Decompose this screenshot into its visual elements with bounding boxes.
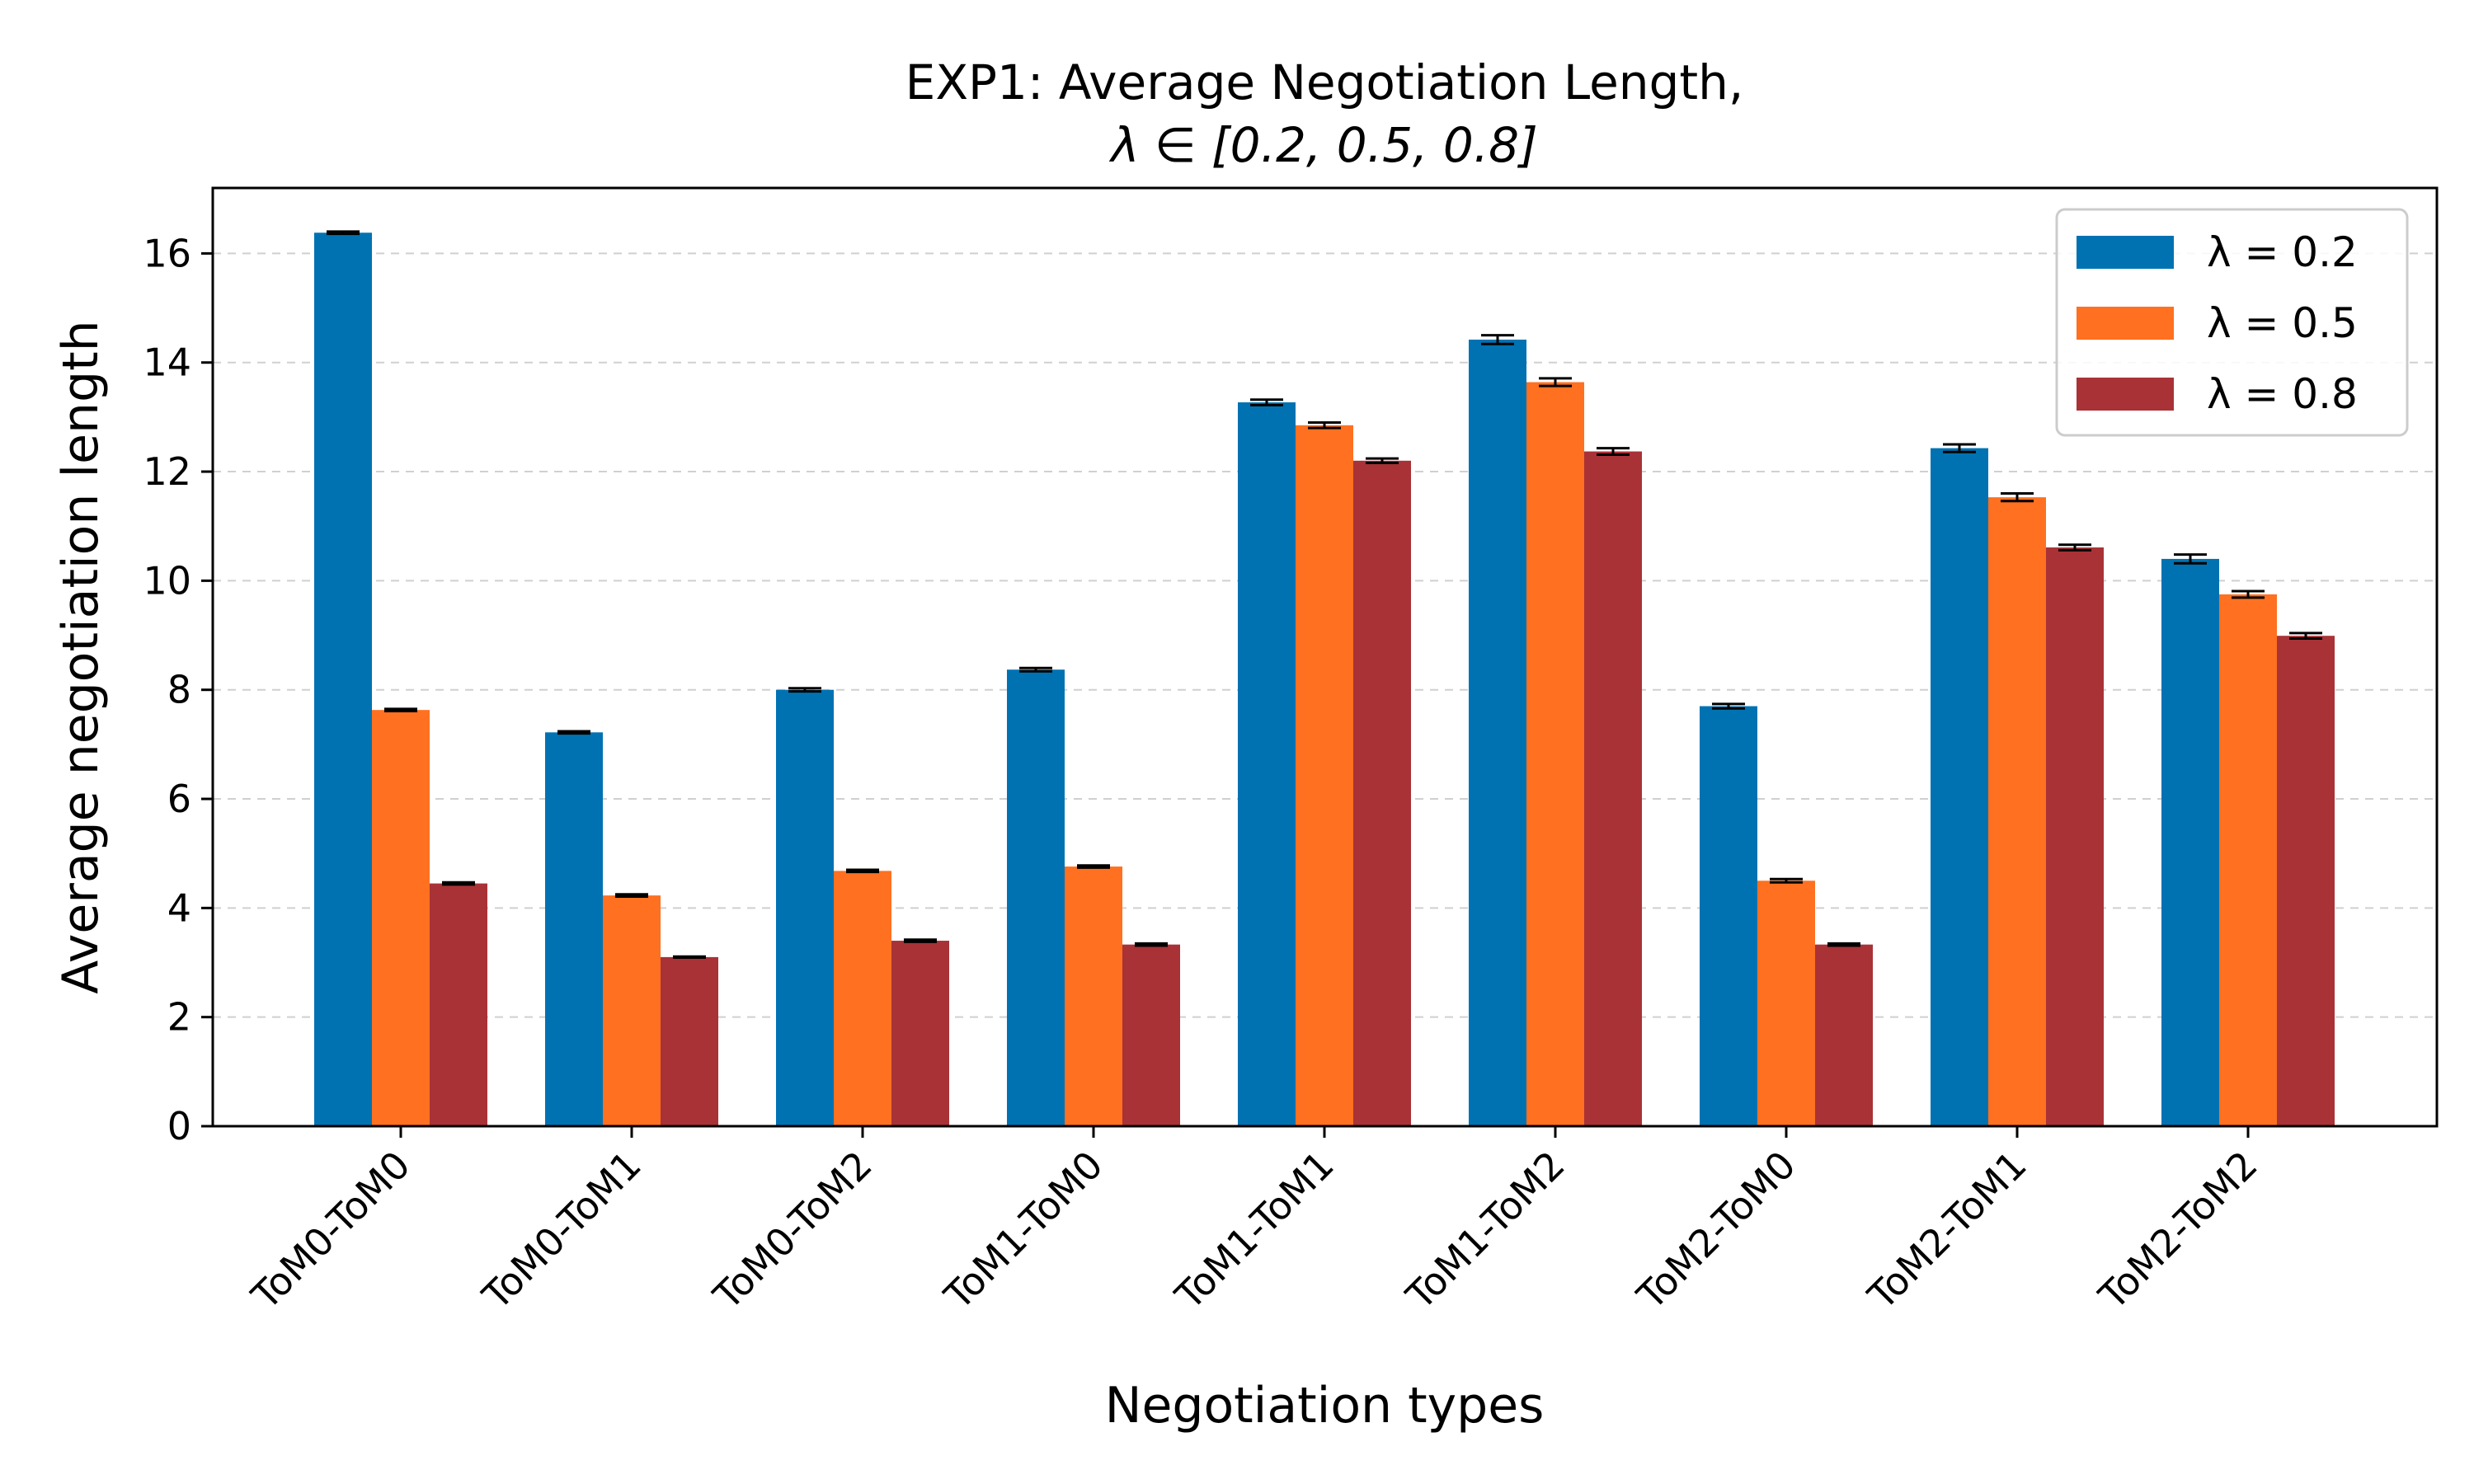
- y-tick-label: 4: [167, 885, 191, 930]
- x-tick-label: ToM1-ToM0: [935, 1143, 1112, 1319]
- bar: [1122, 944, 1180, 1126]
- error-bars: [327, 230, 2322, 960]
- bar: [1700, 706, 1757, 1126]
- legend-label: λ = 0.5: [2207, 299, 2358, 347]
- x-tick-label: ToM1-ToM2: [1397, 1143, 1573, 1319]
- bar: [1584, 451, 1642, 1126]
- bar: [776, 689, 834, 1126]
- legend-label: λ = 0.8: [2207, 370, 2358, 418]
- y-tick-label: 2: [167, 995, 191, 1040]
- bar: [661, 956, 718, 1126]
- x-tick-label: ToM0-ToM0: [242, 1143, 419, 1319]
- bar: [1065, 866, 1122, 1126]
- legend-label: λ = 0.2: [2207, 228, 2358, 276]
- y-tick-label: 14: [143, 340, 191, 385]
- x-tick-label: ToM0-ToM2: [704, 1143, 881, 1319]
- bar: [1469, 339, 1526, 1126]
- bar: [1815, 944, 1873, 1126]
- bar: [891, 941, 949, 1126]
- bar: [314, 232, 372, 1127]
- x-tick-label: ToM1-ToM1: [1166, 1143, 1343, 1319]
- x-axis-title: Negotiation types: [1105, 1377, 1545, 1435]
- bar: [1353, 460, 1411, 1126]
- y-tick-label: 0: [167, 1104, 191, 1148]
- bar: [372, 710, 430, 1126]
- bar: [2046, 547, 2104, 1126]
- bar: [1931, 448, 1988, 1126]
- x-tick-label: ToM2-ToM0: [1628, 1143, 1804, 1319]
- bar: [1007, 669, 1065, 1126]
- legend: λ = 0.2 λ = 0.5 λ = 0.8: [2055, 208, 2409, 437]
- bar: [834, 871, 891, 1126]
- bar: [1526, 382, 1584, 1126]
- bar: [430, 883, 487, 1126]
- y-tick-label: 6: [167, 777, 191, 821]
- bar: [2161, 558, 2219, 1126]
- bar: [545, 732, 603, 1126]
- y-tick-label: 8: [167, 668, 191, 712]
- y-axis-title: Average negotiation length: [52, 320, 110, 993]
- bar: [603, 895, 661, 1126]
- chart-title-line-1: EXP1: Average Negotiation Length,: [905, 54, 1744, 110]
- x-tick-label: ToM2-ToM1: [1859, 1143, 2035, 1319]
- legend-swatch: [2077, 236, 2174, 269]
- bar: [1238, 402, 1296, 1126]
- bar: [2277, 636, 2335, 1126]
- legend-swatch: [2077, 378, 2174, 411]
- y-tick-label: 10: [143, 558, 191, 603]
- bar: [1296, 425, 1353, 1126]
- bar: [1757, 881, 1815, 1126]
- x-tick-label: ToM2-ToM2: [2090, 1143, 2266, 1319]
- chart-title-line-2: λ ∈ [0.2, 0.5, 0.8]: [1108, 117, 1537, 173]
- y-tick-label: 12: [143, 449, 191, 494]
- legend-swatch: [2077, 307, 2174, 340]
- x-tick-label: ToM0-ToM1: [473, 1143, 650, 1319]
- bar: [1988, 497, 2046, 1126]
- bar: [2219, 594, 2277, 1126]
- bars: [314, 232, 2335, 1127]
- y-tick-label: 16: [143, 231, 191, 275]
